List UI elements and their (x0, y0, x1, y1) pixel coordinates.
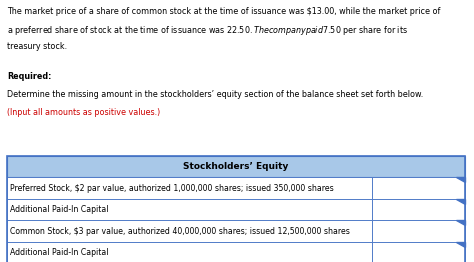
Text: Additional Paid-In Capital: Additional Paid-In Capital (10, 205, 109, 214)
FancyBboxPatch shape (7, 156, 465, 177)
Polygon shape (456, 242, 465, 247)
FancyBboxPatch shape (7, 177, 372, 199)
Text: Determine the missing amount in the stockholders’ equity section of the balance : Determine the missing amount in the stoc… (7, 90, 423, 99)
Text: a preferred share of stock at the time of issuance was $22.50. The company paid : a preferred share of stock at the time o… (7, 24, 408, 37)
Polygon shape (456, 199, 465, 204)
Text: Common Stock, $3 par value, authorized 40,000,000 shares; issued 12,500,000 shar: Common Stock, $3 par value, authorized 4… (10, 227, 350, 236)
Text: Additional Paid-In Capital: Additional Paid-In Capital (10, 248, 109, 257)
Text: Stockholders’ Equity: Stockholders’ Equity (183, 162, 289, 171)
Text: Required:: Required: (7, 73, 52, 81)
FancyBboxPatch shape (372, 242, 465, 262)
FancyBboxPatch shape (7, 242, 372, 262)
Polygon shape (456, 177, 465, 182)
Polygon shape (456, 220, 465, 225)
FancyBboxPatch shape (7, 199, 372, 220)
FancyBboxPatch shape (372, 177, 465, 199)
Text: treasury stock.: treasury stock. (7, 42, 67, 51)
FancyBboxPatch shape (372, 199, 465, 220)
FancyBboxPatch shape (372, 220, 465, 242)
Text: Preferred Stock, $2 par value, authorized 1,000,000 shares; issued 350,000 share: Preferred Stock, $2 par value, authorize… (10, 184, 334, 193)
Text: The market price of a share of common stock at the time of issuance was $13.00, : The market price of a share of common st… (7, 7, 440, 15)
Text: (Input all amounts as positive values.): (Input all amounts as positive values.) (7, 108, 160, 117)
FancyBboxPatch shape (7, 220, 372, 242)
